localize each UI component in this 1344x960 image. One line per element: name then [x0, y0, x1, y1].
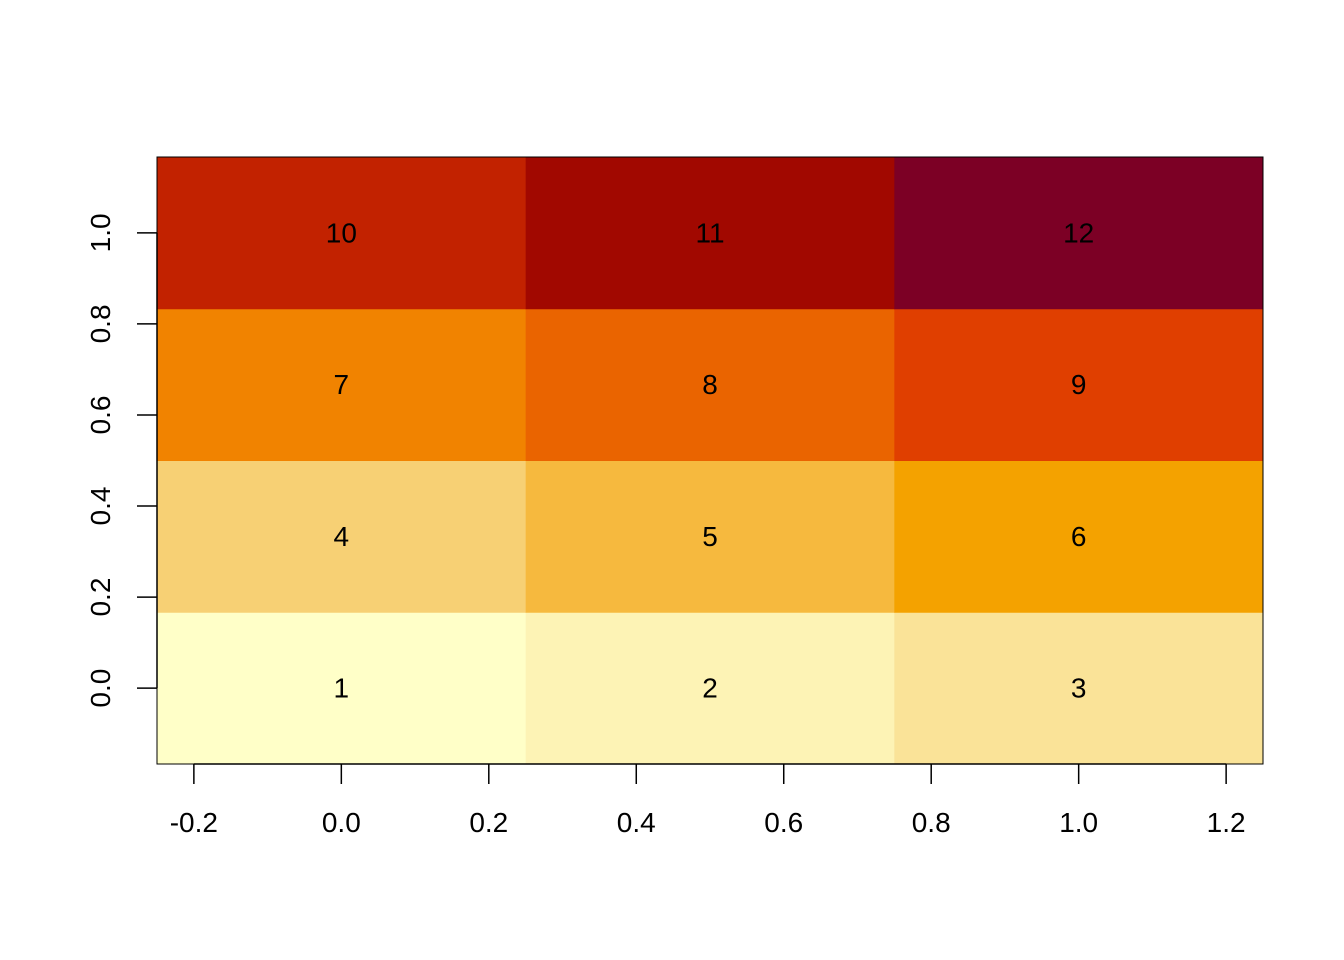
cell-label-9: 9	[1071, 369, 1087, 400]
y-axis: 0.0 0.2 0.4 0.6 0.8 1.0	[85, 213, 158, 708]
heatmap-cell-9	[894, 308, 1264, 461]
heatmap-cell-8	[525, 308, 895, 461]
x-tick-label: 0.0	[322, 807, 361, 838]
cell-label-12: 12	[1063, 217, 1094, 248]
x-tick-label: -0.2	[170, 807, 218, 838]
cell-label-11: 11	[695, 217, 724, 248]
cell-label-8: 8	[702, 369, 718, 400]
cell-label-3: 3	[1071, 673, 1087, 704]
heatmap-cell-3	[894, 612, 1264, 765]
cell-label-5: 5	[702, 521, 718, 552]
heatmap-cell-2	[525, 612, 895, 765]
cell-label-1: 1	[334, 673, 350, 704]
cell-label-2: 2	[702, 673, 718, 704]
heatmap-cell-7	[157, 308, 527, 461]
y-tick-label: 0.0	[85, 669, 116, 708]
x-tick-label: 0.2	[469, 807, 508, 838]
cell-label-10: 10	[326, 217, 357, 248]
x-tick-label: 1.2	[1207, 807, 1246, 838]
heatmap-cell-10	[157, 157, 527, 310]
heatmap-cell-5	[525, 460, 895, 613]
heatmap-cell-6	[894, 460, 1264, 613]
x-tick-label: 0.8	[912, 807, 951, 838]
cell-label-7: 7	[334, 369, 350, 400]
x-axis: -0.2 0.0 0.2 0.4 0.6 0.8 1.0 1.2	[170, 763, 1246, 838]
cell-labels: 1 2 34 5 67 8 910 11 12	[326, 217, 1094, 703]
y-tick-label: 0.6	[85, 396, 116, 435]
heatmap-cell-1	[157, 612, 527, 765]
heatmap-cell-11	[525, 157, 895, 310]
heatmap-cell-12	[894, 157, 1264, 310]
x-tick-label: 0.6	[764, 807, 803, 838]
y-tick-label: 1.0	[85, 213, 116, 252]
y-tick-label: 0.8	[85, 304, 116, 343]
heatmap-cell-4	[157, 460, 527, 613]
y-tick-label: 0.2	[85, 578, 116, 617]
heatmap-cells	[157, 157, 1264, 765]
x-tick-label: 0.4	[617, 807, 656, 838]
y-tick-label: 0.4	[85, 487, 116, 526]
cell-label-4: 4	[334, 521, 350, 552]
cell-label-6: 6	[1071, 521, 1087, 552]
x-tick-label: 1.0	[1059, 807, 1098, 838]
